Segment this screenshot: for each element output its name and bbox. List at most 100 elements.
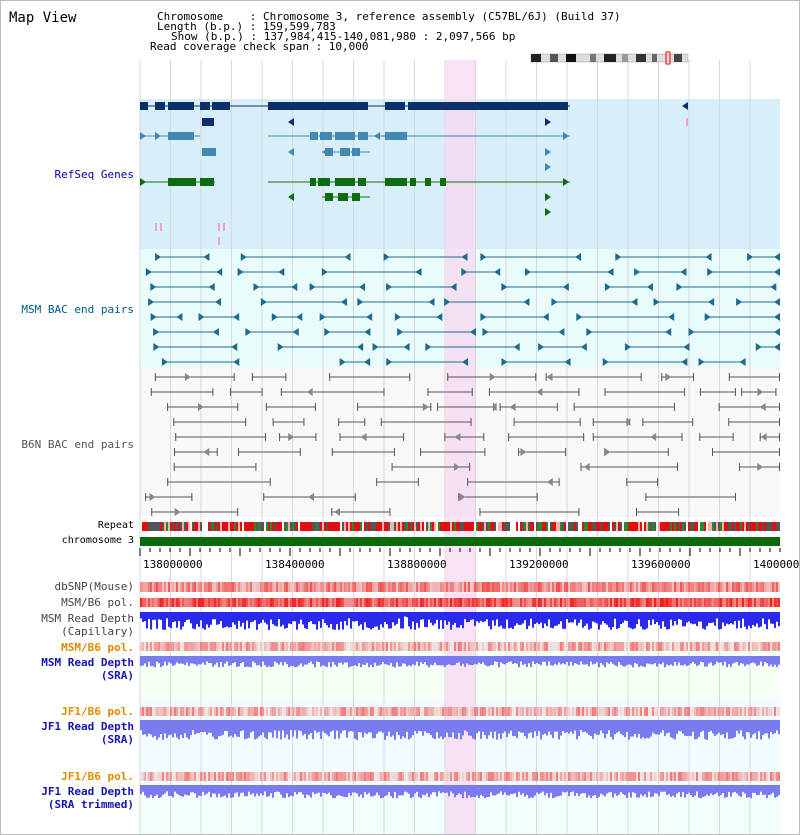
polymorphism-cell <box>434 772 436 781</box>
polymorphism-cell <box>362 642 364 651</box>
track-label-b6n-bac[interactable]: B6N BAC end pairs <box>21 438 134 451</box>
read-depth-bar <box>298 720 300 731</box>
polymorphism-cell <box>610 598 612 607</box>
repeat-mark <box>330 522 332 531</box>
gene-marker <box>686 118 688 126</box>
read-depth-bar <box>652 656 654 665</box>
read-depth-bar <box>758 785 760 795</box>
read-depth-bar <box>690 656 692 664</box>
read-depth-bar <box>726 720 728 733</box>
read-depth-bar <box>728 612 730 625</box>
read-depth-bar <box>740 785 742 797</box>
polymorphism-cell <box>634 642 636 651</box>
read-depth-bar <box>320 656 322 667</box>
polymorphism-cell <box>738 642 740 651</box>
polymorphism-cell <box>450 772 452 781</box>
polymorphism-cell <box>450 642 452 651</box>
read-depth-bar <box>674 785 676 798</box>
polymorphism-cell <box>200 598 202 607</box>
read-depth-bar <box>654 656 656 664</box>
polymorphism-cell <box>464 598 466 607</box>
polymorphism-cell <box>750 642 752 651</box>
read-depth-bar <box>146 612 148 629</box>
polymorphism-cell <box>636 772 638 781</box>
polymorphism-cell <box>406 707 408 716</box>
read-depth-bar <box>218 720 220 737</box>
read-depth-bar <box>600 656 602 663</box>
b6n-bac-end <box>339 433 341 441</box>
polymorphism-cell <box>192 642 194 651</box>
repeat-mark <box>600 522 602 531</box>
polymorphism-cell <box>494 642 496 651</box>
polymorphism-cell <box>460 582 462 592</box>
track-label-refseq[interactable]: RefSeq Genes <box>54 168 134 181</box>
read-depth-bar <box>316 612 318 630</box>
gene-arrow <box>774 313 780 321</box>
repeat-mark <box>180 522 182 531</box>
track-label-msm-bac[interactable]: MSM BAC end pairs <box>21 303 134 316</box>
polymorphism-cell <box>306 707 308 716</box>
read-depth-bar <box>778 656 780 665</box>
b6n-bac-end <box>604 388 606 396</box>
polymorphism-cell <box>646 642 648 651</box>
read-depth-bar <box>518 720 520 732</box>
repeat-mark <box>166 522 168 531</box>
read-depth-bar <box>632 720 634 737</box>
read-depth-bar <box>548 656 550 662</box>
polymorphism-cell <box>484 582 486 592</box>
polymorphism-cell <box>680 707 682 716</box>
read-depth-bar <box>194 612 196 630</box>
read-depth-bar <box>760 612 762 627</box>
repeat-mark <box>448 522 450 531</box>
read-depth-bar <box>356 785 358 794</box>
read-depth-bar <box>324 785 326 794</box>
read-depth-bar <box>360 656 362 668</box>
polymorphism-cell <box>722 707 724 716</box>
repeat-mark <box>428 522 430 531</box>
polymorphism-cell <box>756 707 758 716</box>
polymorphism-cell <box>686 642 688 651</box>
polymorphism-cell <box>568 707 570 716</box>
polymorphism-cell <box>468 707 470 716</box>
read-depth-bar <box>444 612 446 621</box>
gene-arrow <box>760 433 767 441</box>
read-depth-bar <box>562 656 564 664</box>
polymorphism-cell <box>494 582 496 592</box>
polymorphism-cell <box>736 598 738 607</box>
polymorphism-cell <box>684 642 686 651</box>
read-depth-bar <box>482 612 484 623</box>
read-depth-bar <box>728 656 730 665</box>
read-depth-bar <box>306 656 308 665</box>
gene-arrow <box>482 328 489 336</box>
repeat-mark <box>234 522 236 531</box>
read-depth-bar <box>376 720 378 734</box>
read-depth-bar <box>690 720 692 737</box>
polymorphism-cell <box>718 598 720 607</box>
repeat-mark <box>618 522 620 531</box>
repeat-mark <box>588 522 590 531</box>
read-depth-bar <box>326 656 328 668</box>
read-depth-bar <box>572 785 574 792</box>
repeat-mark <box>704 522 706 531</box>
repeat-mark <box>584 522 586 531</box>
repeat-mark <box>628 522 630 531</box>
polymorphism-cell <box>722 598 724 607</box>
polymorphism-cell <box>388 582 390 592</box>
polymorphism-cell <box>430 598 432 607</box>
read-depth-bar <box>288 656 290 668</box>
polymorphism-cell <box>714 598 716 607</box>
polymorphism-cell <box>432 772 434 781</box>
read-depth-bar <box>700 785 702 799</box>
polymorphism-cell <box>202 707 204 716</box>
read-depth-bar <box>594 785 596 795</box>
read-depth-bar <box>672 656 674 666</box>
read-depth-bar <box>612 612 614 628</box>
polymorphism-cell <box>326 598 328 607</box>
read-depth-bar <box>332 612 334 630</box>
read-depth-bar <box>258 656 260 665</box>
read-depth-bar <box>388 720 390 732</box>
read-depth-bar <box>338 612 340 630</box>
polymorphism-cell <box>426 598 428 607</box>
polymorphism-cell <box>168 642 170 651</box>
